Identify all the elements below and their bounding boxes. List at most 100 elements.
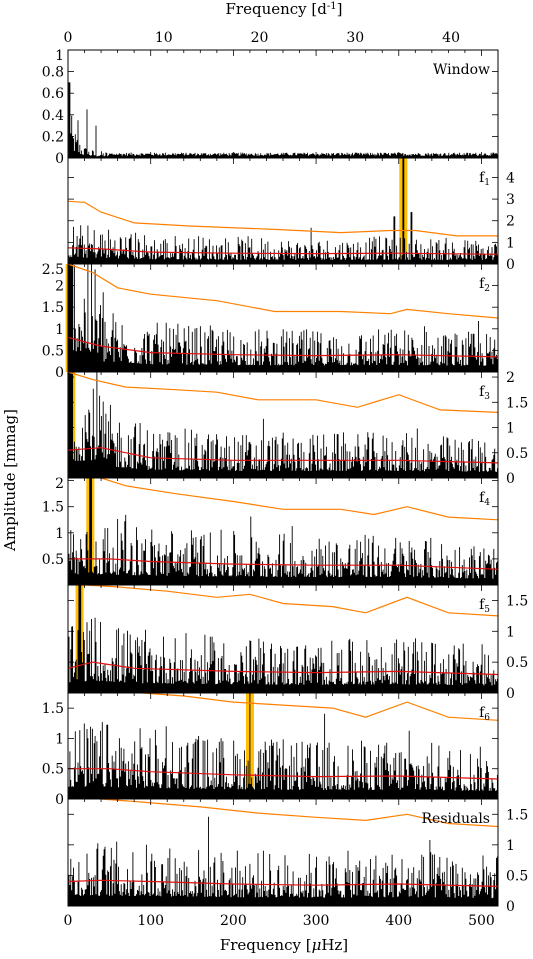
- top-tick-label: 40: [442, 30, 460, 46]
- significance-threshold-line: [142, 692, 499, 721]
- panel-7: 0 0.5 1 1.5 f6: [42, 692, 499, 808]
- y-tick-label: 0.8: [42, 65, 64, 81]
- noise-level-line: [68, 768, 499, 780]
- noise-level-line: [67, 447, 499, 464]
- y-axis-title: Amplitude [mmag]: [1, 409, 19, 552]
- top-tick-label: 30: [346, 30, 364, 46]
- y-tick-label: 0.5: [42, 552, 64, 568]
- y-tick-label: 1.5: [506, 593, 528, 609]
- y-tick-label: 4: [506, 170, 515, 186]
- significance-threshold-line: [84, 584, 499, 617]
- amplitude-trace: [68, 372, 498, 478]
- significance-threshold-line: [67, 200, 498, 237]
- top-xlabel-sup: -1: [327, 1, 337, 12]
- y-tick-label: 2: [55, 279, 64, 295]
- svg-text:Frequency [μHz]: Frequency [μHz]: [220, 936, 348, 954]
- y-tick-label: 2: [506, 214, 515, 230]
- noise-level-line: [68, 558, 499, 570]
- panel-label: Window: [433, 62, 490, 78]
- y-tick-label: 0: [55, 365, 64, 381]
- noise-level-line: [67, 247, 499, 255]
- amplitude-trace: [68, 264, 498, 372]
- panel-label: Residuals: [422, 811, 490, 827]
- bottom-tick-label: 400: [385, 913, 412, 929]
- bottom-tick-label: 300: [303, 913, 330, 929]
- bottom-xlabel-end: Hz]: [321, 936, 348, 954]
- y-tick-label: 1.5: [506, 807, 528, 823]
- y-tick-label: 0.6: [42, 86, 64, 102]
- panel-frame: [67, 157, 499, 265]
- ylabel: Amplitude [mmag]: [1, 409, 19, 552]
- y-tick-label: 2: [55, 476, 64, 492]
- y-tick-label: 1.5: [42, 300, 64, 316]
- y-tick-label: 1.5: [42, 500, 64, 516]
- noise-level-line: [67, 661, 499, 676]
- y-tick-label: 1: [506, 235, 515, 251]
- bottom-tick-label: 0: [64, 913, 73, 929]
- y-tick-label: 0.2: [42, 129, 64, 145]
- svg-text:Frequency [d-1]: Frequency [d-1]: [226, 0, 343, 18]
- panel-5: 0.5 1 1.5 2 f4: [42, 476, 499, 586]
- amplitude-trace: [68, 693, 498, 799]
- amplitude-trace: [68, 478, 498, 585]
- amplitude-trace: [68, 82, 498, 158]
- noise-level-line: [67, 879, 499, 887]
- significance-threshold-line: [67, 263, 499, 319]
- panel-label: f5: [479, 597, 490, 615]
- y-tick-label: 0: [506, 899, 515, 915]
- amplitude-trace: [68, 585, 498, 693]
- bottom-xlabel-mu: μ: [312, 936, 322, 954]
- top-tick-label: 20: [251, 30, 269, 46]
- panel-1: 0 0.2 0.4 0.6 0.81 Window: [42, 48, 499, 167]
- y-tick-label: 0: [506, 471, 515, 487]
- panel-3: 0 0.5 1 1.5 22.5 f2: [42, 262, 499, 381]
- y-tick-label: 0.5: [42, 762, 64, 778]
- top-axis-title: Frequency [d-1]: [226, 0, 343, 18]
- top-xlabel: Frequency [d: [226, 0, 328, 18]
- y-tick-label: 1: [506, 421, 515, 437]
- top-tick-labels: 0 10 20 30 40: [64, 30, 460, 46]
- y-tick-label: 1: [55, 322, 64, 338]
- noise-level-line: [67, 336, 499, 358]
- bottom-tick-labels: 0 100 200 300 400 500: [64, 913, 495, 929]
- y-tick-label: 1: [506, 624, 515, 640]
- top-xlabel-end: ]: [337, 0, 343, 18]
- y-tick-label: 3: [506, 192, 515, 208]
- panel-8: 0 0.5 1 1.5 Residuals: [67, 798, 528, 915]
- significance-threshold-line: [101, 798, 499, 828]
- y-tick-label: 0.5: [42, 343, 64, 359]
- y-tick-label: 1.5: [42, 701, 64, 717]
- y-tick-label: 1.5: [506, 395, 528, 411]
- bottom-tick-label: 500: [468, 913, 495, 929]
- significance-threshold-line: [67, 371, 499, 413]
- top-tick-label: 0: [64, 30, 73, 46]
- panel-label: f1: [479, 170, 490, 188]
- y-tick-label: 0.5: [506, 868, 528, 884]
- amplitude-trace: [68, 816, 498, 906]
- y-tick-label: 2.5: [42, 262, 64, 278]
- y-tick-label: 0.5: [506, 446, 528, 462]
- bottom-xlabel: Frequency [: [220, 936, 312, 954]
- y-tick-label: 2: [506, 370, 515, 386]
- y-tick-label: 1: [506, 838, 515, 854]
- y-tick-label: 0: [55, 151, 64, 167]
- y-tick-label: 1: [55, 526, 64, 542]
- y-tick-label: 0: [55, 792, 64, 808]
- significance-threshold-line: [100, 477, 499, 521]
- bottom-tick-label: 100: [137, 913, 164, 929]
- panel-label: f2: [479, 276, 490, 294]
- amplitude-trace: [68, 158, 498, 264]
- y-tick-label: 1: [55, 731, 64, 747]
- y-tick-label: 0.4: [42, 108, 64, 124]
- panel-label: f3: [479, 384, 490, 402]
- top-tick-label: 10: [155, 30, 173, 46]
- panel-label: f4: [479, 490, 490, 508]
- y-tick-label: 0: [506, 257, 515, 273]
- bottom-tick-label: 200: [220, 913, 247, 929]
- panel-2: 0 1 2 3 4 f1: [67, 157, 515, 273]
- y-tick-label: 0: [506, 686, 515, 702]
- panel-4: 0 0.5 1 1.5 2 f3: [67, 370, 528, 487]
- panels: 00.20.40.60.81Window01234f100.511.522.5f…: [42, 48, 529, 915]
- bottom-axis-title: Frequency [μHz]: [220, 936, 348, 954]
